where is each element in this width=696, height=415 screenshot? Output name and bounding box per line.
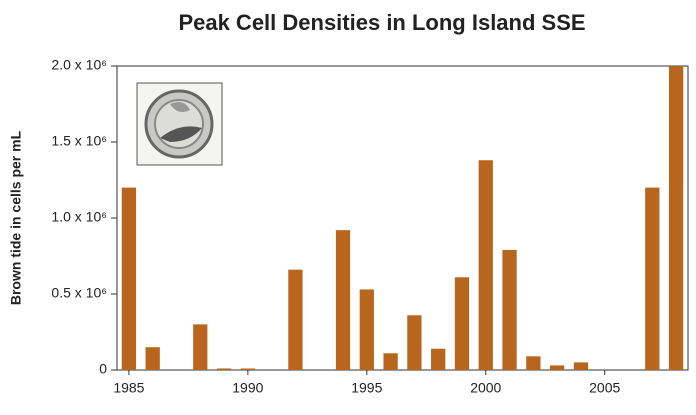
bar bbox=[573, 362, 589, 370]
bar bbox=[645, 187, 660, 370]
bar bbox=[431, 348, 446, 370]
x-tick-label: 1985 bbox=[113, 380, 144, 396]
bar bbox=[383, 353, 398, 370]
y-tick-label: 0 bbox=[99, 361, 107, 377]
y-tick-label: 1.5 x 10⁶ bbox=[51, 133, 107, 149]
y-tick-label: 1.0 x 10⁶ bbox=[51, 209, 107, 225]
x-tick-label: 2000 bbox=[470, 380, 501, 396]
bar bbox=[288, 269, 303, 370]
bar bbox=[145, 347, 160, 370]
chart-title: Peak Cell Densities in Long Island SSE bbox=[178, 10, 585, 35]
y-tick-label: 2.0 x 10⁶ bbox=[51, 57, 107, 73]
bar bbox=[407, 315, 422, 370]
x-tick-label: 1995 bbox=[351, 380, 382, 396]
bar bbox=[454, 277, 470, 370]
bar bbox=[216, 368, 232, 370]
bar bbox=[193, 324, 208, 370]
bar bbox=[668, 66, 684, 370]
bar bbox=[526, 356, 541, 370]
bar bbox=[478, 160, 493, 370]
bar bbox=[240, 368, 255, 370]
bar bbox=[502, 249, 517, 370]
x-tick-label: 2005 bbox=[589, 380, 620, 396]
bar bbox=[359, 289, 374, 370]
y-tick-label: 0.5 x 10⁶ bbox=[51, 285, 107, 301]
bar bbox=[550, 365, 565, 370]
bar bbox=[335, 230, 351, 370]
inset-image bbox=[136, 82, 223, 166]
x-tick-label: 1990 bbox=[232, 380, 263, 396]
y-axis-label: Brown tide in cells per mL bbox=[8, 130, 24, 305]
bar bbox=[121, 187, 137, 370]
